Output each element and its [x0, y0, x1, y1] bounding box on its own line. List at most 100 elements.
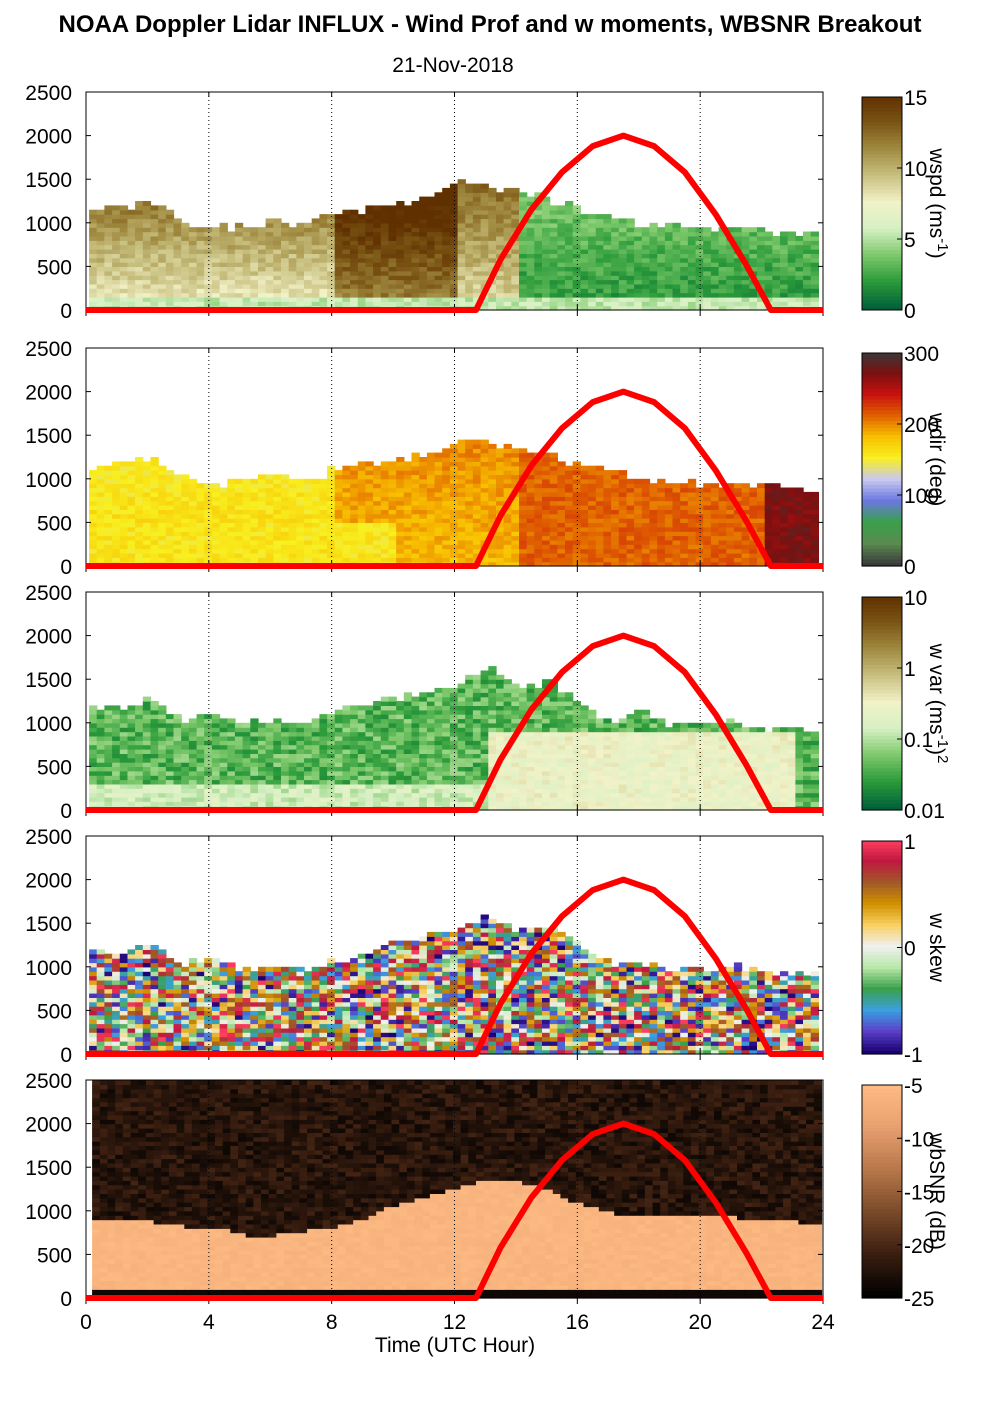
heatmap-cell [764, 231, 773, 237]
heatmap-cell [396, 557, 405, 563]
heatmap-cell [380, 461, 390, 467]
heatmap-cell [135, 753, 144, 759]
heatmap-cell [365, 474, 374, 480]
heatmap-cell [173, 552, 182, 558]
heatmap-cell [273, 227, 282, 233]
heatmap-cell [350, 231, 359, 237]
heatmap-cell [595, 249, 605, 254]
heatmap-cell [104, 762, 113, 767]
heatmap-cell [519, 496, 528, 502]
heatmap-cell [380, 535, 390, 541]
heatmap-cell [526, 262, 535, 267]
heatmap-cell [426, 487, 436, 493]
heatmap-cell [150, 535, 159, 541]
heatmap-cell [173, 757, 182, 763]
heatmap-cell [112, 788, 121, 794]
heatmap-cell [718, 535, 727, 541]
heatmap-cell [480, 249, 489, 254]
heatmap-cell [388, 487, 397, 493]
heatmap-cell [641, 270, 651, 276]
heatmap-cell [188, 283, 198, 289]
heatmap-cell [357, 552, 367, 558]
heatmap-cell [764, 253, 773, 259]
heatmap-cell [710, 296, 720, 302]
heatmap-cell [258, 539, 267, 545]
heatmap-cell [664, 227, 674, 233]
heatmap-cell [465, 474, 474, 480]
heatmap-cell [572, 283, 581, 289]
heatmap-cell [434, 474, 443, 480]
heatmap-cell [327, 270, 336, 276]
heatmap-cell [680, 266, 689, 272]
colorbar-swatch [862, 139, 902, 144]
heatmap-cell [89, 714, 98, 720]
heatmap-cell [357, 275, 367, 281]
heatmap-cell [104, 209, 113, 215]
heatmap-cell [242, 483, 251, 489]
heatmap-cell [250, 513, 259, 519]
heatmap-cell [188, 518, 198, 523]
heatmap-cell [165, 262, 175, 267]
heatmap-cell [449, 509, 459, 515]
heatmap-cell [296, 257, 305, 263]
heatmap-cell [434, 222, 443, 228]
heatmap-cell [373, 496, 382, 502]
heatmap-cell [488, 187, 497, 193]
heatmap-cell [380, 253, 390, 259]
heatmap-cell [772, 535, 781, 541]
heatmap-cell [772, 288, 781, 294]
heatmap-cell [557, 522, 566, 528]
heatmap-cell [426, 491, 436, 497]
heatmap-cell [273, 218, 282, 224]
heatmap-cell [772, 544, 781, 550]
heatmap-cell [304, 292, 313, 298]
heatmap-cell [419, 474, 428, 480]
heatmap-cell [649, 518, 658, 523]
heatmap-cell [557, 487, 566, 493]
heatmap-cell [803, 518, 812, 523]
heatmap-cell [795, 275, 804, 281]
heatmap-cell [135, 474, 144, 480]
heatmap-cell [749, 253, 758, 259]
heatmap-cell [580, 474, 589, 480]
heatmap-cell [611, 518, 620, 523]
heatmap-cell [726, 539, 735, 545]
heatmap-cell [127, 509, 136, 515]
heatmap-cell [465, 448, 474, 454]
heatmap-cell [327, 222, 336, 228]
heatmap-cell [680, 270, 689, 276]
heatmap-cell [411, 253, 420, 259]
heatmap-cell [603, 222, 612, 228]
heatmap-cell [89, 218, 98, 224]
heatmap-cell [557, 253, 566, 259]
heatmap-cell [442, 470, 451, 476]
heatmap-cell [380, 249, 390, 254]
heatmap-cell [89, 705, 98, 711]
colorbar-swatch [862, 146, 902, 151]
heatmap-cell [557, 539, 566, 545]
heatmap-cell [580, 509, 589, 515]
heatmap-cell [173, 801, 182, 807]
heatmap-cell [373, 474, 382, 480]
heatmap-cell [227, 509, 236, 515]
heatmap-cell [465, 283, 474, 289]
heatmap-cell [89, 779, 98, 785]
heatmap-cell [242, 783, 251, 789]
heatmap-cell [135, 266, 144, 272]
heatmap-cell [112, 722, 121, 728]
heatmap-cell [795, 262, 804, 267]
heatmap-cell [380, 509, 390, 515]
heatmap-cell [388, 470, 397, 476]
heatmap-cell [181, 500, 190, 506]
heatmap-cell [150, 474, 159, 480]
heatmap-cell [242, 539, 251, 545]
heatmap-cell [757, 296, 766, 302]
heatmap-cell [772, 513, 781, 519]
heatmap-cell [119, 544, 129, 550]
heatmap-cell [158, 244, 167, 250]
heatmap-cell [618, 222, 628, 228]
heatmap-cell [480, 214, 489, 220]
heatmap-cell [519, 292, 528, 298]
heatmap-cell [603, 548, 612, 554]
heatmap-cell [311, 235, 320, 241]
